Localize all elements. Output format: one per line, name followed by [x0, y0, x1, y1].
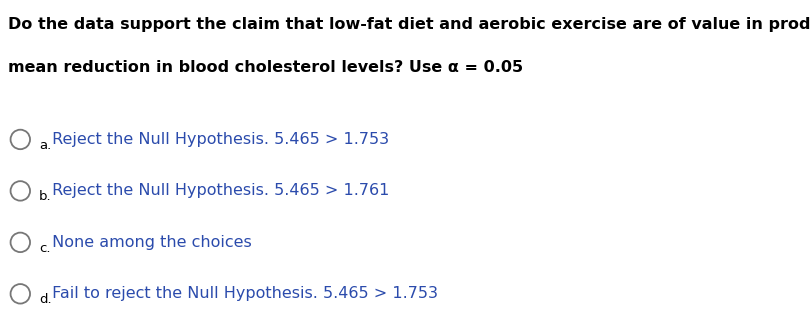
Text: Reject the Null Hypothesis. 5.465 > 1.761: Reject the Null Hypothesis. 5.465 > 1.76…: [47, 183, 389, 199]
Text: Do the data support the claim that low-fat diet and aerobic exercise are of valu: Do the data support the claim that low-f…: [8, 17, 811, 32]
Text: a.: a.: [39, 139, 51, 152]
Text: mean reduction in blood cholesterol levels? Use α = 0.05: mean reduction in blood cholesterol leve…: [8, 60, 522, 75]
Text: b.: b.: [39, 190, 52, 204]
Text: c.: c.: [39, 242, 50, 255]
Text: Fail to reject the Null Hypothesis. 5.465 > 1.753: Fail to reject the Null Hypothesis. 5.46…: [47, 286, 438, 301]
Text: Reject the Null Hypothesis. 5.465 > 1.753: Reject the Null Hypothesis. 5.465 > 1.75…: [47, 132, 388, 147]
Text: d.: d.: [39, 293, 52, 306]
Text: None among the choices: None among the choices: [47, 235, 251, 250]
